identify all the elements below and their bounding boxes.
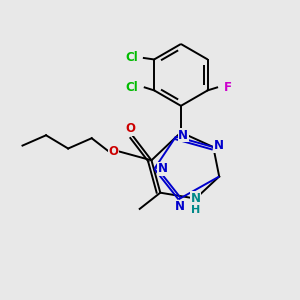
Text: Cl: Cl [125, 52, 138, 64]
Text: N: N [178, 129, 188, 142]
Text: N: N [158, 162, 168, 176]
Text: O: O [109, 145, 119, 158]
Text: N: N [214, 139, 224, 152]
Text: N: N [175, 200, 185, 213]
Text: H: H [191, 205, 200, 215]
Text: O: O [125, 122, 135, 135]
Text: Cl: Cl [125, 81, 138, 94]
Text: N: N [190, 192, 201, 205]
Text: F: F [224, 81, 232, 94]
